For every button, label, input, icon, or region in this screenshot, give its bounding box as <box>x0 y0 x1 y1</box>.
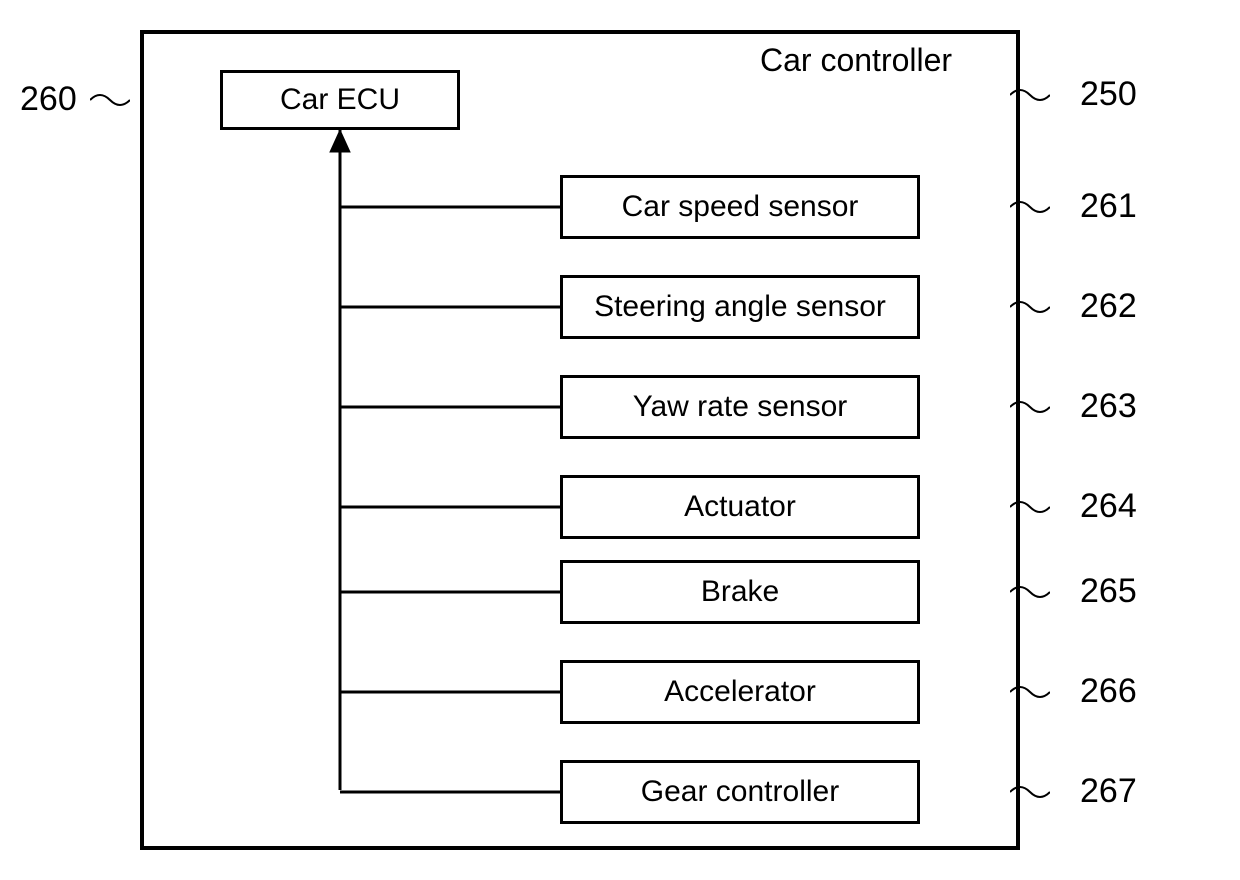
ref-260: 260 <box>20 80 77 119</box>
lead-squiggle <box>1010 85 1050 105</box>
car-controller-title: Car controller <box>760 42 952 79</box>
lead-squiggle <box>1010 582 1050 602</box>
component-box: Gear controller <box>560 760 920 824</box>
ref-261: 261 <box>1080 187 1137 226</box>
component-label: Yaw rate sensor <box>633 390 848 424</box>
component-box: Accelerator <box>560 660 920 724</box>
lead-squiggle <box>1010 497 1050 517</box>
ref-263: 263 <box>1080 387 1137 426</box>
component-label: Gear controller <box>641 775 839 809</box>
component-label: Steering angle sensor <box>594 290 886 324</box>
lead-squiggle <box>1010 297 1050 317</box>
diagram-canvas: Car controller Car ECU Car speed sensor S… <box>0 0 1240 880</box>
ref-250: 250 <box>1080 75 1137 114</box>
component-label: Brake <box>701 575 779 609</box>
component-box: Actuator <box>560 475 920 539</box>
ref-266: 266 <box>1080 672 1137 711</box>
component-box: Steering angle sensor <box>560 275 920 339</box>
lead-squiggle <box>1010 682 1050 702</box>
car-ecu-label: Car ECU <box>280 83 400 117</box>
component-box: Car speed sensor <box>560 175 920 239</box>
ref-264: 264 <box>1080 487 1137 526</box>
car-ecu-box: Car ECU <box>220 70 460 130</box>
component-label: Actuator <box>684 490 796 524</box>
component-label: Car speed sensor <box>622 190 859 224</box>
car-controller-container <box>140 30 1020 850</box>
component-label: Accelerator <box>664 675 816 709</box>
ref-265: 265 <box>1080 572 1137 611</box>
lead-squiggle <box>1010 782 1050 802</box>
component-box: Brake <box>560 560 920 624</box>
component-box: Yaw rate sensor <box>560 375 920 439</box>
lead-squiggle <box>90 90 130 110</box>
ref-267: 267 <box>1080 772 1137 811</box>
ref-262: 262 <box>1080 287 1137 326</box>
lead-squiggle <box>1010 197 1050 217</box>
lead-squiggle <box>1010 397 1050 417</box>
